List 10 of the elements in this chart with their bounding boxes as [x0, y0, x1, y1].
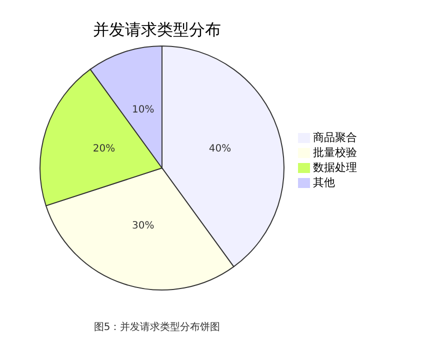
data-label: 40%: [208, 144, 232, 155]
chart-title: 并发请求类型分布: [92, 20, 222, 41]
data-label: 10%: [132, 104, 154, 116]
legend-label: 其他: [313, 175, 335, 190]
data-label: 30%: [132, 220, 154, 232]
legend-label: 数据处理: [313, 160, 357, 175]
legend-label: 批量校验: [313, 145, 357, 160]
data-label: 20%: [92, 144, 116, 155]
caption: 图5：并发请求类型分布饼图: [92, 320, 222, 334]
slice-label: 商品聚合: [313, 130, 357, 145]
